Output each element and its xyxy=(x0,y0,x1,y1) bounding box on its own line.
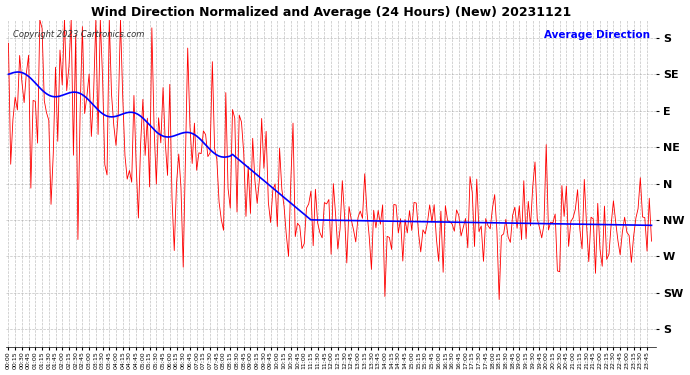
Text: Copyright 2023 Cartronics.com: Copyright 2023 Cartronics.com xyxy=(12,30,144,39)
Title: Wind Direction Normalized and Average (24 Hours) (New) 20231121: Wind Direction Normalized and Average (2… xyxy=(91,6,571,18)
Text: Average Direction: Average Direction xyxy=(544,30,649,39)
